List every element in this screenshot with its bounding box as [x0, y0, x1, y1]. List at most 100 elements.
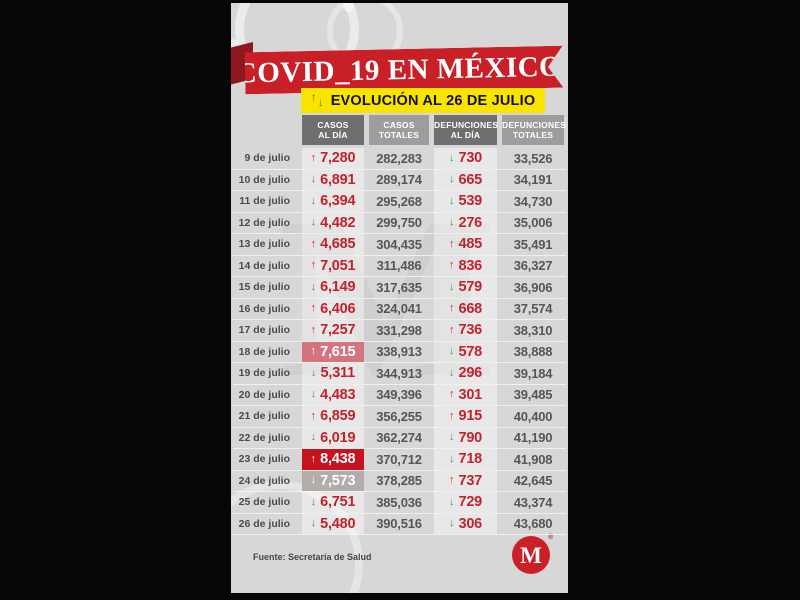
daily-deaths-value: 718 — [458, 451, 483, 467]
source-note: Fuente: Secretaría de Salud — [253, 552, 372, 562]
daily-cases-cell: ↓ 6,149 — [302, 277, 364, 298]
total-cases-cell: 317,635 — [376, 279, 422, 295]
date-cell: 21 de julio — [238, 410, 290, 423]
daily-cases-cell: ↑ 7,257 — [302, 320, 364, 341]
total-cases-cell: 344,913 — [376, 365, 422, 381]
table-row: 25 de julio ↓ 6,751 385,036 ↓ 729 43,374 — [233, 492, 566, 514]
daily-cases-value: 6,751 — [320, 494, 356, 510]
page-title: COVID_19 EN MÉXICO — [235, 50, 563, 90]
trend-arrow-icon: ↓ — [448, 194, 455, 207]
trend-arrow-icon: ↑ — [310, 302, 317, 315]
daily-cases-cell: ↓ 6,019 — [302, 427, 364, 448]
trend-arrow-icon: ↓ — [448, 173, 455, 186]
total-cases-cell: 385,036 — [376, 494, 422, 510]
daily-deaths-value: 836 — [458, 257, 483, 274]
total-cases-cell: 356,255 — [376, 408, 422, 424]
date-cell: 16 de julio — [238, 302, 290, 315]
trend-arrow-icon: ↑ — [448, 302, 455, 315]
date-column-spacer — [233, 115, 297, 145]
total-deaths-cell: 40,400 — [513, 408, 553, 424]
daily-cases-cell: ↓ 5,311 — [302, 363, 364, 384]
date-cell: 23 de julio — [238, 453, 290, 466]
daily-cases-value: 6,859 — [320, 408, 356, 424]
daily-deaths-value: 578 — [458, 343, 483, 360]
total-cases-cell: 338,913 — [376, 344, 422, 360]
trend-arrow-icon: ↑ — [310, 151, 317, 164]
table-body: 9 de julio ↑ 7,280 282,283 ↓ 730 33,526 … — [233, 148, 566, 535]
table-row: 9 de julio ↑ 7,280 282,283 ↓ 730 33,526 — [233, 148, 566, 170]
daily-deaths-value: 296 — [458, 365, 483, 381]
trend-arrow-icon: ↓ — [448, 216, 455, 229]
column-header-line: AL DÍA — [450, 130, 481, 140]
total-deaths-cell: 42,645 — [513, 473, 553, 489]
trend-arrow-icon: ↓ — [310, 431, 317, 444]
daily-deaths-value: 579 — [458, 279, 483, 295]
daily-deaths-value: 539 — [458, 193, 483, 209]
daily-deaths-value: 485 — [458, 236, 483, 252]
trend-arrow-icon: ↓ — [448, 431, 455, 444]
table-row: 22 de julio ↓ 6,019 362,274 ↓ 790 41,190 — [233, 427, 566, 449]
daily-deaths-cell: ↓ 718 — [434, 449, 497, 470]
date-cell: 24 de julio — [238, 474, 290, 487]
trend-arrow-icon: ↓ — [310, 216, 317, 229]
table-row: 19 de julio ↓ 5,311 344,913 ↓ 296 39,184 — [233, 363, 566, 385]
daily-deaths-cell: ↓ 276 — [434, 212, 497, 233]
column-header-line: TOTALES — [512, 130, 554, 140]
daily-cases-value: 8,438 — [320, 451, 356, 467]
total-deaths-cell: 39,184 — [513, 365, 553, 381]
daily-deaths-value: 730 — [458, 150, 483, 166]
date-cell: 9 de julio — [244, 152, 290, 165]
trend-arrow-icon: ↑ — [448, 237, 455, 250]
milenio-logo: M — [512, 536, 550, 574]
table-header-row: CASOS AL DÍA CASOS TOTALES DEFUNCIONES A… — [233, 115, 566, 145]
daily-deaths-cell: ↓ 790 — [434, 427, 497, 448]
date-cell: 18 de julio — [238, 345, 290, 358]
trend-arrow-icon: ↓ — [448, 517, 455, 530]
daily-deaths-cell: ↓ 306 — [434, 513, 497, 534]
daily-cases-cell: ↓ 6,891 — [302, 169, 364, 190]
table-row: 11 de julio ↓ 6,394 295,268 ↓ 539 34,730 — [233, 191, 566, 213]
total-cases-cell: 304,435 — [376, 236, 422, 252]
table-row: 16 de julio ↑ 6,406 324,041 ↑ 668 37,574 — [233, 298, 566, 320]
daily-deaths-cell: ↓ 729 — [434, 492, 497, 513]
trend-arrow-icon: ↑ — [448, 474, 455, 487]
column-header-line: CASOS — [317, 120, 349, 130]
column-header-daily-deaths: DEFUNCIONES AL DÍA — [434, 115, 499, 145]
trend-arrow-icon: ↑ — [310, 323, 317, 336]
daily-deaths-cell: ↑ 668 — [434, 298, 497, 319]
daily-deaths-cell: ↓ 578 — [434, 341, 497, 362]
trend-arrow-icon: ↑ — [448, 259, 455, 272]
daily-cases-value: 6,891 — [320, 171, 356, 188]
daily-deaths-cell: ↓ 730 — [434, 148, 497, 169]
daily-cases-cell: ↑ 7,051 — [302, 255, 364, 276]
column-header-line: DEFUNCIONES — [434, 120, 499, 130]
daily-cases-value: 5,311 — [320, 365, 356, 381]
daily-cases-value: 6,394 — [320, 193, 356, 209]
daily-cases-value: 7,573 — [320, 472, 356, 489]
trend-arrow-icon: ↓ — [448, 452, 455, 465]
daily-deaths-cell: ↑ 301 — [434, 384, 497, 405]
total-deaths-cell: 38,310 — [513, 322, 553, 338]
table-row: 21 de julio ↑ 6,859 356,255 ↑ 915 40,400 — [233, 406, 566, 428]
total-deaths-cell: 36,906 — [513, 279, 553, 295]
daily-cases-cell: ↑ 7,615 — [302, 341, 364, 362]
trend-arrow-icon: ↑ — [448, 409, 455, 422]
total-deaths-cell: 41,908 — [513, 451, 553, 467]
daily-cases-value: 7,615 — [320, 343, 356, 360]
date-cell: 10 de julio — [238, 173, 290, 186]
daily-cases-value: 5,480 — [320, 515, 356, 532]
virus-spike-icon — [343, 3, 354, 12]
down-arrow-icon: ↓ — [317, 95, 324, 109]
total-cases-cell: 331,298 — [376, 322, 422, 338]
total-cases-cell: 299,750 — [376, 215, 422, 231]
column-header-line: AL DÍA — [318, 130, 348, 140]
total-deaths-cell: 38,888 — [513, 344, 553, 360]
date-cell: 19 de julio — [238, 367, 290, 380]
daily-deaths-value: 276 — [458, 214, 483, 231]
total-deaths-cell: 36,327 — [513, 258, 553, 274]
date-cell: 11 de julio — [239, 195, 290, 208]
table-row: 18 de julio ↑ 7,615 338,913 ↓ 578 38,888 — [233, 341, 566, 363]
date-cell: 15 de julio — [238, 281, 290, 294]
trend-arrow-icon: ↓ — [310, 474, 317, 487]
daily-cases-value: 7,051 — [320, 257, 356, 274]
